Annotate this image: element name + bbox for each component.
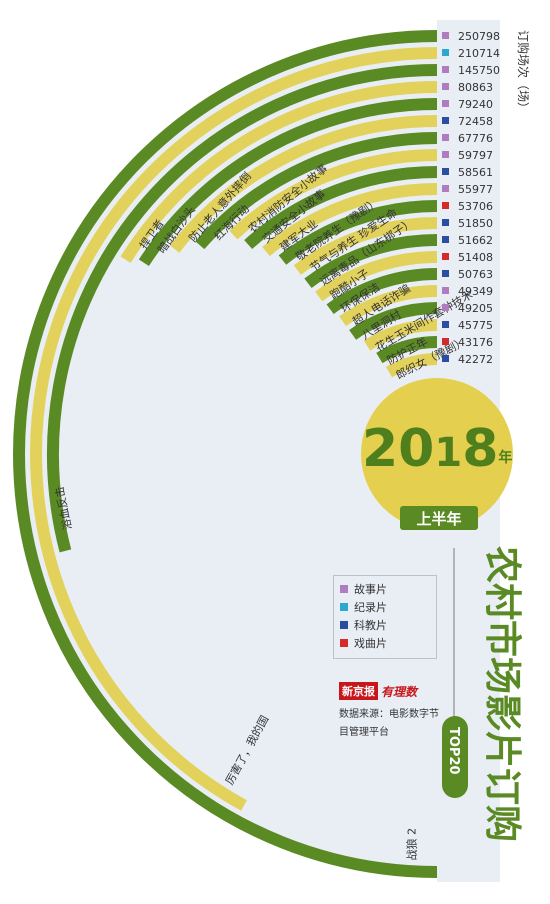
value-label: 250798 bbox=[458, 30, 500, 43]
value-label: 67776 bbox=[458, 132, 493, 145]
genre-swatch bbox=[442, 287, 449, 294]
bar-ring bbox=[138, 98, 438, 267]
value-label: 53706 bbox=[458, 200, 493, 213]
unit-label: 订购场次（场） bbox=[516, 30, 531, 114]
legend-label: 戏曲片 bbox=[354, 637, 387, 650]
genre-swatch bbox=[442, 32, 449, 39]
data-source: 数据来源：电影数字节目管理平台 bbox=[339, 709, 439, 738]
bar-ring bbox=[244, 166, 438, 249]
legend-label: 科教片 bbox=[354, 619, 387, 632]
bar-ring bbox=[13, 30, 438, 878]
legend: 故事片 纪录片 科教片 戏曲片 bbox=[333, 575, 437, 659]
value-label: 80863 bbox=[458, 81, 493, 94]
value-label: 79240 bbox=[458, 98, 493, 111]
period-label: 上半年 bbox=[416, 510, 461, 528]
bar-ring bbox=[326, 268, 438, 315]
legend-item-documentary: 纪录片 bbox=[340, 599, 387, 615]
value-label: 49205 bbox=[458, 302, 493, 315]
bar-rings bbox=[13, 30, 438, 878]
value-label: 50763 bbox=[458, 268, 493, 281]
legend-item-science: 科教片 bbox=[340, 617, 387, 633]
category-label: 战狼 2 bbox=[405, 828, 419, 861]
legend-swatch bbox=[340, 639, 348, 647]
genre-swatch bbox=[442, 355, 449, 362]
legend-label: 故事片 bbox=[354, 583, 387, 596]
genre-swatch bbox=[442, 185, 449, 192]
genre-swatch bbox=[442, 338, 449, 345]
bar-ring bbox=[349, 302, 438, 340]
chart-title: 农村市场影片订购 bbox=[481, 546, 524, 842]
genre-swatch bbox=[442, 321, 449, 328]
genre-swatch bbox=[442, 236, 449, 243]
genre-swatch bbox=[442, 304, 449, 311]
legend-swatch bbox=[340, 585, 348, 593]
value-label: 51408 bbox=[458, 251, 493, 264]
bar-ring bbox=[195, 132, 438, 250]
value-label: 49349 bbox=[458, 285, 493, 298]
genre-swatch bbox=[442, 202, 449, 209]
logo-column: 有理数 bbox=[381, 684, 418, 699]
genre-swatch bbox=[442, 66, 449, 73]
bar-ring bbox=[169, 115, 438, 253]
value-label: 45775 bbox=[458, 319, 493, 332]
value-label: 42272 bbox=[458, 353, 493, 366]
genre-swatch bbox=[442, 168, 449, 175]
top20-badge bbox=[442, 716, 468, 798]
bar-ring bbox=[30, 47, 438, 811]
newspaper-logo: 新京报 有理数 bbox=[339, 682, 418, 700]
top20-label: TOP20 bbox=[446, 727, 461, 775]
value-label: 58561 bbox=[458, 166, 493, 179]
genre-swatch bbox=[442, 83, 449, 90]
logo-newspaper: 新京报 bbox=[339, 682, 378, 700]
value-label: 51662 bbox=[458, 234, 493, 247]
bar-ring bbox=[339, 285, 438, 327]
bar-ring bbox=[363, 319, 438, 351]
legend-item-story: 故事片 bbox=[340, 581, 387, 597]
value-label: 145750 bbox=[458, 64, 500, 77]
genre-swatch bbox=[442, 253, 449, 260]
period-badge bbox=[400, 506, 478, 530]
bar-ring bbox=[229, 149, 438, 240]
bar-ring bbox=[293, 217, 438, 275]
legend-label: 纪录片 bbox=[354, 601, 387, 614]
value-label: 59797 bbox=[458, 149, 493, 162]
genre-swatch bbox=[442, 219, 449, 226]
value-label: 51850 bbox=[458, 217, 493, 230]
bar-ring bbox=[120, 81, 438, 263]
value-label: 210714 bbox=[458, 47, 500, 60]
center-disc bbox=[361, 378, 513, 530]
value-label: 43176 bbox=[458, 336, 493, 349]
genre-swatch bbox=[442, 270, 449, 277]
genre-swatch bbox=[442, 49, 449, 56]
legend-swatch bbox=[340, 603, 348, 611]
legend-swatch bbox=[340, 621, 348, 629]
bar-ring bbox=[376, 336, 438, 364]
value-label: 72458 bbox=[458, 115, 493, 128]
bar-ring bbox=[315, 251, 438, 302]
genre-swatch bbox=[442, 151, 449, 158]
genre-swatch bbox=[442, 100, 449, 107]
bar-ring bbox=[385, 353, 438, 378]
bar-ring bbox=[304, 234, 438, 289]
bar-ring bbox=[47, 64, 438, 553]
genre-swatch bbox=[442, 117, 449, 124]
genre-swatch bbox=[442, 134, 449, 141]
value-list: 250798 210714 145750 80863 79240 72458 67776 59… bbox=[442, 30, 500, 366]
bar-ring bbox=[262, 183, 438, 257]
year-label: 2018年 bbox=[362, 419, 512, 479]
legend-item-opera: 戏曲片 bbox=[340, 635, 387, 651]
value-label: 55977 bbox=[458, 183, 493, 196]
bar-ring bbox=[278, 200, 438, 265]
